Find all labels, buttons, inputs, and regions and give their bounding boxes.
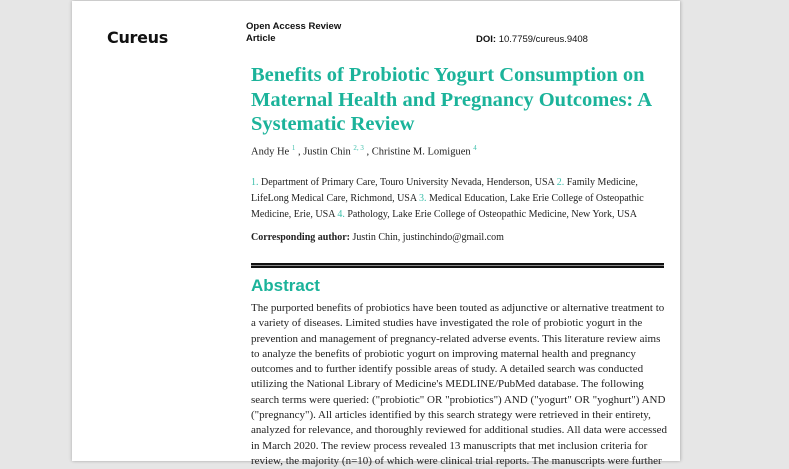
affiliation-number: 2. [556, 177, 565, 188]
article-type: Open Access Review Article [246, 21, 341, 45]
author-name[interactable]: Christine M. Lomiguen [371, 146, 471, 158]
author-affiliation-ref: 2, 3 [353, 144, 364, 152]
corresponding-author-value[interactable]: Justin Chin, justinchindo@gmail.com [352, 232, 504, 243]
affiliation-text: Department of Primary Care, Touro Univer… [261, 177, 555, 188]
article-type-line1: Open Access Review [246, 21, 342, 32]
document-page: Cureus Open Access Review Article DOI: 1… [72, 1, 680, 467]
affiliation-text: Family Medicine, LifeLong Medical Care, … [251, 177, 638, 204]
affiliation-number: 1. [251, 177, 259, 188]
author-list: Andy He 1 , Justin Chin 2, 3 , Christine… [251, 144, 477, 158]
abstract-text: The purported benefits of probiotics hav… [251, 302, 667, 467]
doi: DOI: 10.7759/cureus.9408 [476, 34, 588, 45]
article-type-line2: Article [246, 33, 276, 44]
author-affiliation-ref: 4 [473, 144, 477, 152]
affiliation-number: 4. [337, 209, 345, 220]
doi-value[interactable]: 10.7759/cureus.9408 [498, 34, 588, 45]
author-affiliation-ref: 1 [291, 144, 296, 152]
affiliations: 1. Department of Primary Care, Touro Uni… [251, 175, 671, 223]
section-divider [251, 263, 664, 268]
corresponding-author: Corresponding author: Justin Chin, justi… [251, 232, 504, 243]
author-name[interactable]: Justin Chin [303, 146, 351, 158]
corresponding-author-label: Corresponding author: [251, 232, 350, 243]
author-name[interactable]: Andy He [251, 146, 290, 158]
doi-label: DOI: [476, 34, 497, 45]
abstract-heading: Abstract [251, 276, 320, 295]
affiliation-text: Pathology, Lake Erie College of Osteopat… [347, 209, 637, 220]
affiliation-text: Medical Education, Lake Erie College of … [251, 193, 644, 220]
cureus-logo: Cureus [107, 28, 168, 47]
article-title: Benefits of Probiotic Yogurt Consumption… [251, 64, 651, 135]
affiliation-number: 3. [419, 193, 427, 204]
